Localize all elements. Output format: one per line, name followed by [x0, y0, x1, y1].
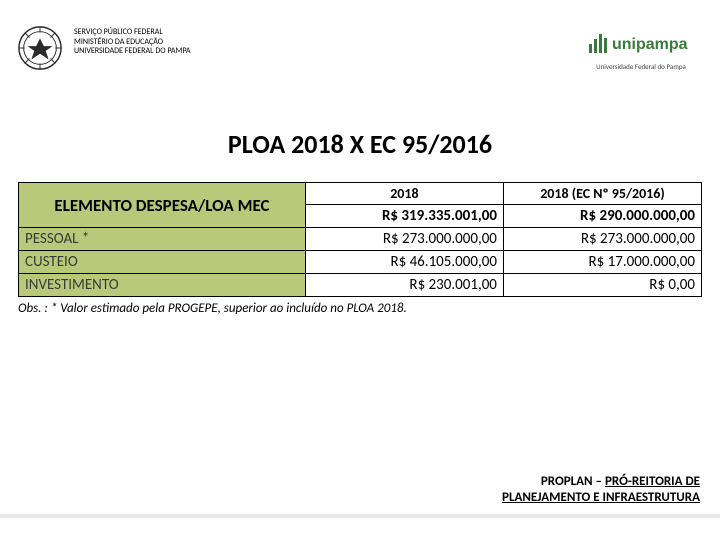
federal-seal-icon — [16, 24, 64, 72]
cell-val: R$ 0,00 — [503, 274, 701, 297]
table-row: PESSOAL * R$ 273.000.000,00 R$ 273.000.0… — [19, 228, 702, 251]
header-right: unipampa Universidade Federal do Pampa — [586, 24, 696, 71]
svg-text:unipampa: unipampa — [612, 36, 688, 53]
table-container: ELEMENTO DESPESA/LOA MEC 2018 2018 (EC N… — [0, 182, 720, 297]
budget-table: ELEMENTO DESPESA/LOA MEC 2018 2018 (EC N… — [18, 182, 702, 297]
cell-val: R$ 46.105.000,00 — [305, 251, 503, 274]
cell-val: R$ 17.000.000,00 — [503, 251, 701, 274]
header-org-text: SERVIÇO PÚBLICO FEDERAL MINISTÉRIO DA ED… — [74, 24, 191, 57]
bottom-bar — [0, 514, 720, 540]
cell-total-b: R$ 290.000.000,00 — [503, 205, 701, 228]
header-line3: UNIVERSIDADE FEDERAL DO PAMPA — [74, 47, 191, 57]
cell-val: R$ 273.000.000,00 — [305, 228, 503, 251]
cell-val: R$ 273.000.000,00 — [503, 228, 701, 251]
footer-l1a: PROPLAN – — [541, 474, 605, 489]
footer-line2: PLANEJAMENTO E INFRAESTRUTURA — [502, 490, 700, 506]
footer-l1b: PRÓ-REITORIA DE — [605, 474, 700, 489]
footer-line1: PROPLAN – PRÓ-REITORIA DE — [502, 474, 700, 490]
unipampa-logo-icon: unipampa — [586, 24, 696, 60]
col-header-2018-ec: 2018 (EC Nº 95/2016) — [503, 183, 701, 205]
uni-subtitle: Universidade Federal do Pampa — [586, 62, 696, 71]
page-title: PLOA 2018 X EC 95/2016 — [0, 128, 720, 160]
header-left: SERVIÇO PÚBLICO FEDERAL MINISTÉRIO DA ED… — [16, 24, 191, 72]
table-row: CUSTEIO R$ 46.105.000,00 R$ 17.000.000,0… — [19, 251, 702, 274]
cell-label: PESSOAL * — [19, 228, 306, 251]
table-row: INVESTIMENTO R$ 230.001,00 R$ 0,00 — [19, 274, 702, 297]
cell-label: CUSTEIO — [19, 251, 306, 274]
col-header-elemento: ELEMENTO DESPESA/LOA MEC — [19, 183, 306, 228]
cell-val: R$ 230.001,00 — [305, 274, 503, 297]
col-header-2018: 2018 — [305, 183, 503, 205]
cell-label: INVESTIMENTO — [19, 274, 306, 297]
footer: PROPLAN – PRÓ-REITORIA DE PLANEJAMENTO E… — [502, 474, 700, 507]
footnote: Obs. : * Valor estimado pela PROGEPE, su… — [0, 297, 720, 316]
header: SERVIÇO PÚBLICO FEDERAL MINISTÉRIO DA ED… — [0, 0, 720, 72]
cell-total-a: R$ 319.335.001,00 — [305, 205, 503, 228]
